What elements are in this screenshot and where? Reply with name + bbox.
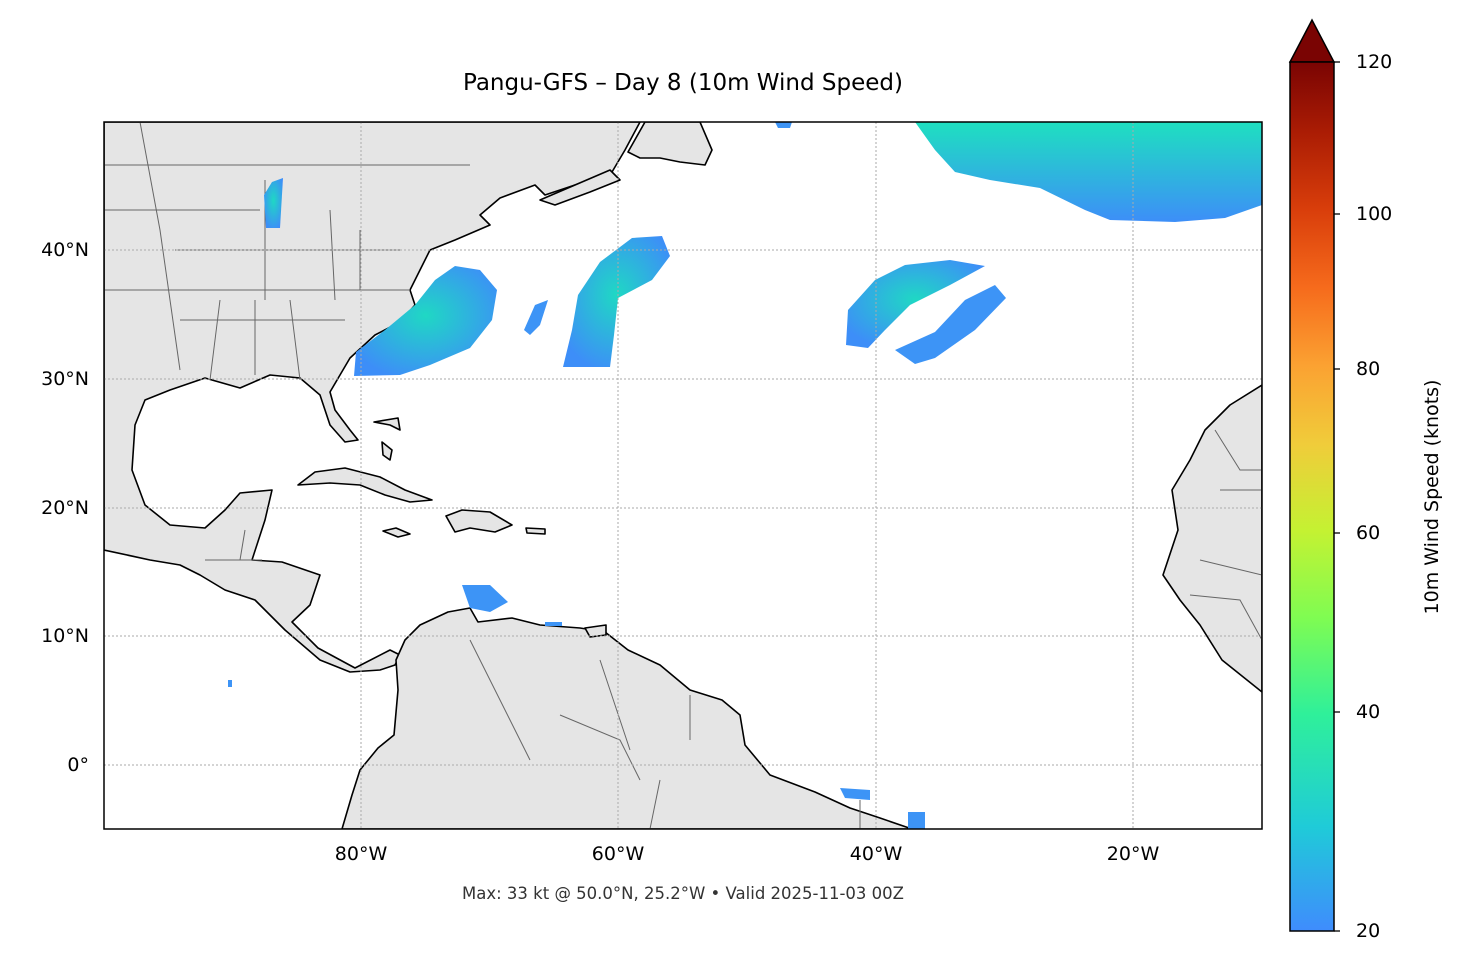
colorbar-label: 10m Wind Speed (knots) (1421, 379, 1443, 615)
wind-speed-field (228, 122, 1262, 829)
bahamas (373, 417, 401, 461)
gridlines (104, 122, 1262, 829)
wind-region-central-atlantic (563, 236, 670, 367)
x-tick-label: 60°W (591, 843, 645, 865)
jamaica (382, 527, 411, 538)
colorbar-extend-arrow (1288, 18, 1336, 63)
north-america (104, 122, 641, 673)
wind-region-northeast-atlantic (915, 122, 1262, 222)
colorbar-tick-label: 40 (1356, 701, 1381, 723)
land (104, 122, 1262, 829)
south-america (341, 607, 913, 829)
map-title: Pangu-GFS – Day 8 (10m Wind Speed) (462, 70, 903, 96)
y-tick-label: 30°N (41, 368, 89, 390)
political-borders (104, 122, 1262, 829)
cuba (297, 467, 433, 503)
y-tick-label: 10°N (41, 625, 89, 647)
colorbar-gradient (1289, 61, 1335, 932)
x-tick-label: 20°W (1106, 843, 1160, 865)
hispaniola (445, 509, 513, 533)
trinidad (584, 624, 607, 638)
colorbar-tick-label: 20 (1356, 920, 1381, 942)
colorbar-tick-label: 80 (1356, 358, 1381, 380)
colorbar-tick-label: 100 (1356, 203, 1393, 225)
wind-region-caribbean (462, 585, 508, 612)
y-tick-label: 40°N (41, 239, 89, 261)
wind-region-east-1 (846, 260, 985, 348)
wind-region-great-lakes (264, 178, 283, 228)
y-tick-label: 0° (67, 754, 89, 776)
newfoundland (627, 122, 713, 166)
x-tick-label: 40°W (849, 843, 903, 865)
x-tick-label: 80°W (334, 843, 388, 865)
wind-region-east-2 (895, 285, 1006, 364)
wind-region-carolinas (354, 266, 497, 376)
nova-scotia (539, 169, 621, 206)
y-tick-label: 20°N (41, 497, 89, 519)
footer-caption: Max: 33 kt @ 50.0°N, 25.2°W • Valid 2025… (462, 884, 904, 903)
africa (1162, 384, 1262, 693)
puerto-rico (525, 527, 546, 535)
colorbar-tick-label: 120 (1356, 51, 1393, 73)
map-frame (103, 121, 1263, 830)
colorbar (1288, 18, 1340, 932)
colorbar-tick-label: 60 (1356, 522, 1381, 544)
